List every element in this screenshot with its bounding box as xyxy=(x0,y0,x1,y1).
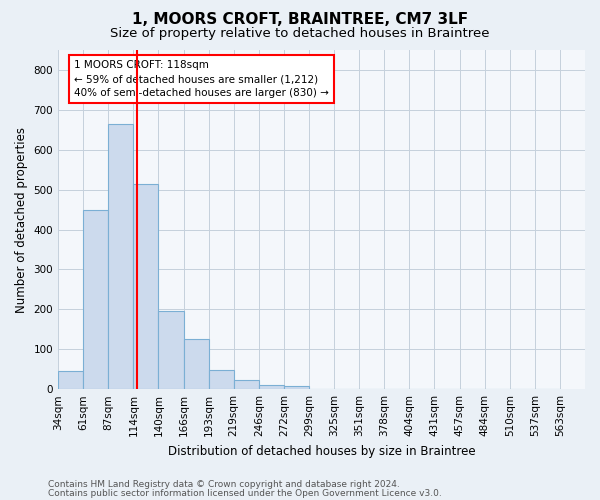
Text: 1 MOORS CROFT: 118sqm
← 59% of detached houses are smaller (1,212)
40% of semi-d: 1 MOORS CROFT: 118sqm ← 59% of detached … xyxy=(74,60,329,98)
Bar xyxy=(259,385,284,389)
Bar xyxy=(133,184,158,389)
Bar xyxy=(209,370,233,389)
Bar xyxy=(233,380,259,389)
Bar xyxy=(58,371,83,389)
Text: Contains HM Land Registry data © Crown copyright and database right 2024.: Contains HM Land Registry data © Crown c… xyxy=(48,480,400,489)
Y-axis label: Number of detached properties: Number of detached properties xyxy=(15,126,28,312)
X-axis label: Distribution of detached houses by size in Braintree: Distribution of detached houses by size … xyxy=(168,444,475,458)
Text: 1, MOORS CROFT, BRAINTREE, CM7 3LF: 1, MOORS CROFT, BRAINTREE, CM7 3LF xyxy=(132,12,468,28)
Bar xyxy=(83,210,108,389)
Bar xyxy=(184,340,209,389)
Bar xyxy=(284,386,309,389)
Text: Contains public sector information licensed under the Open Government Licence v3: Contains public sector information licen… xyxy=(48,488,442,498)
Bar xyxy=(158,312,184,389)
Text: Size of property relative to detached houses in Braintree: Size of property relative to detached ho… xyxy=(110,28,490,40)
Bar xyxy=(108,124,133,389)
